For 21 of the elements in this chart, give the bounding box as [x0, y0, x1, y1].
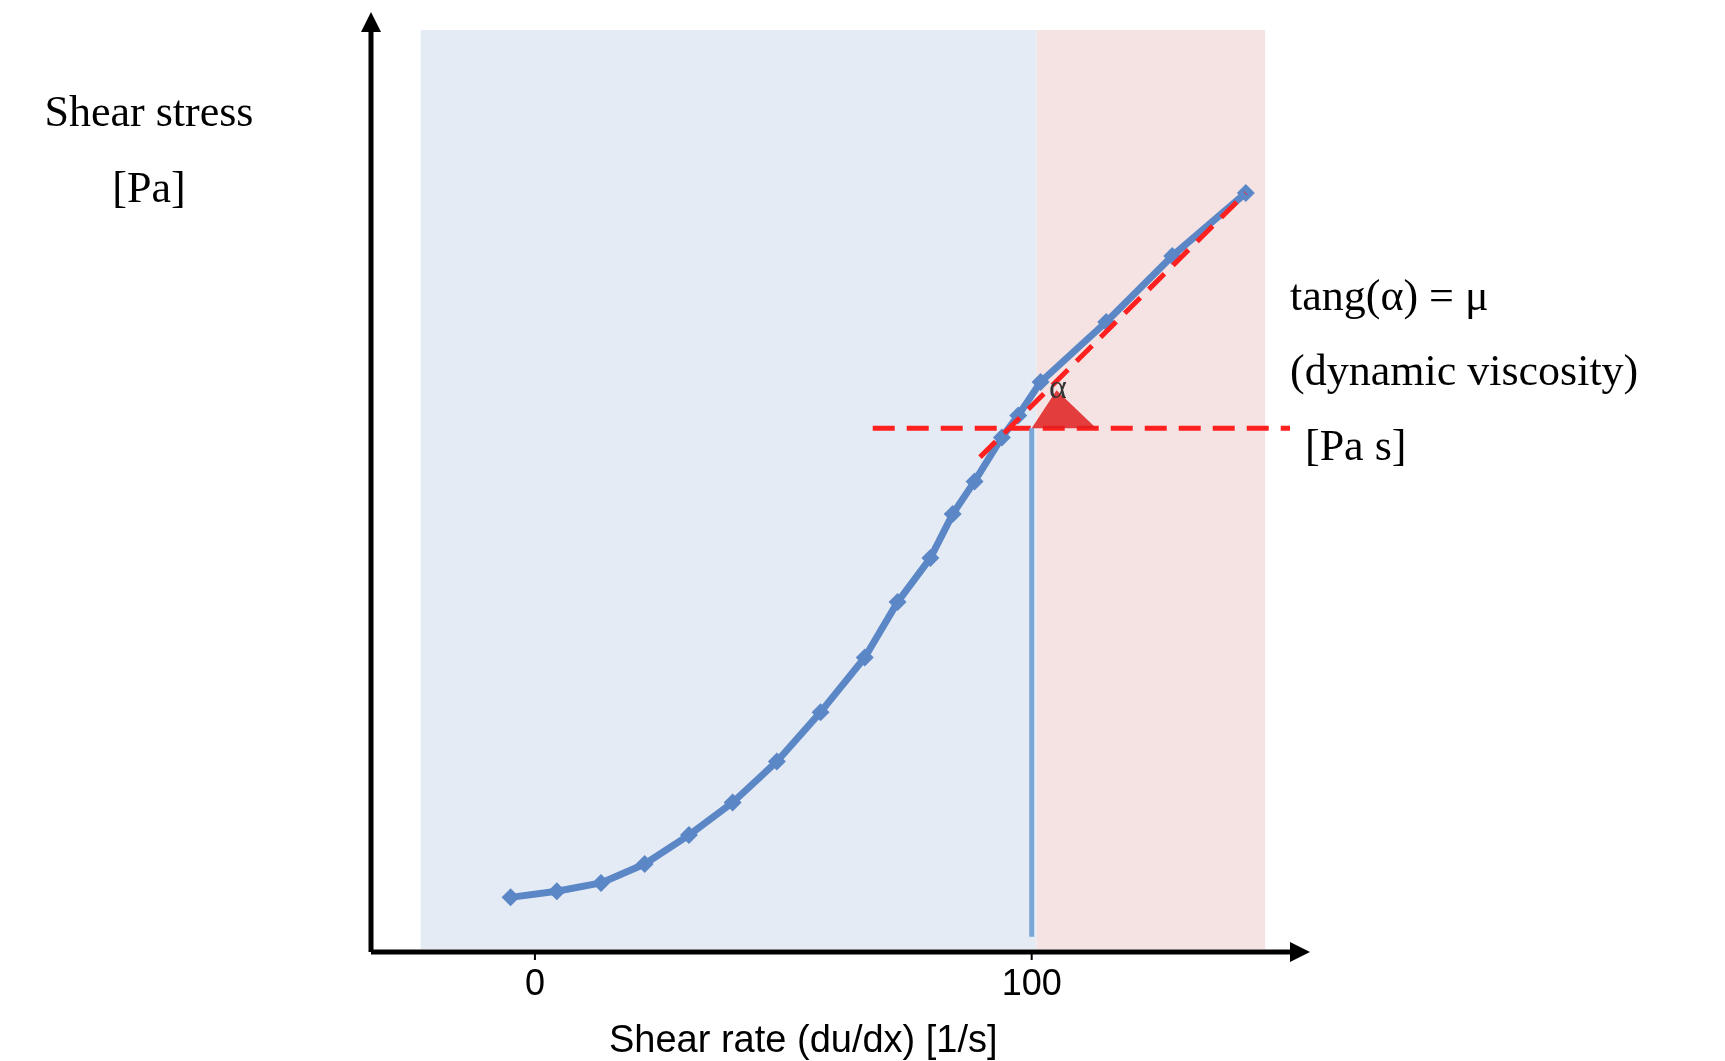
point: [965, 472, 984, 491]
point: [635, 854, 654, 873]
point: [679, 826, 698, 845]
point: [767, 752, 786, 771]
text: [Pa s]: [1305, 421, 1407, 470]
point: [592, 873, 610, 892]
point: [855, 648, 874, 667]
point: [1031, 372, 1050, 391]
annotation: (dynamic viscosity): [1290, 346, 1639, 395]
point: [943, 505, 962, 524]
x-tick-label: 100: [1001, 962, 1062, 1003]
point: [811, 703, 830, 722]
point: [888, 593, 907, 612]
x-tick-label: 0: [524, 962, 545, 1003]
point: [723, 793, 742, 812]
y-axis-title: Shear stress [Pa]: [44, 87, 254, 212]
point: [921, 549, 940, 568]
x-axis-title: Shear rate (du/dx) [1/s]: [608, 1018, 998, 1060]
point: [992, 428, 1011, 447]
annotation: tang(α) = μ: [1290, 271, 1489, 320]
point: [1236, 184, 1255, 202]
